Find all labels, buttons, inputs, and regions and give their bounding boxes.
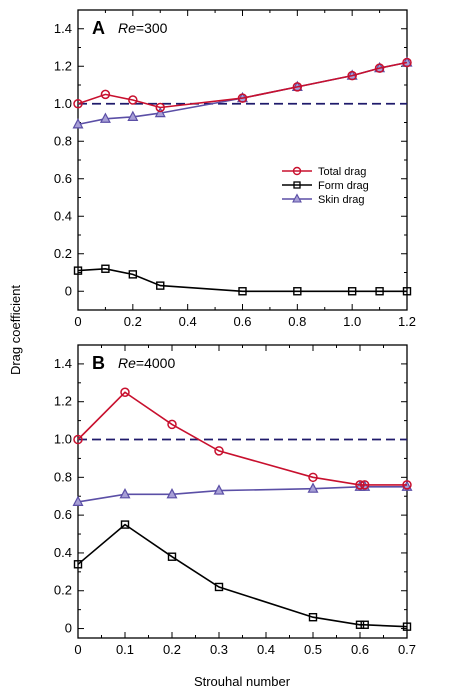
re-symbol: Re <box>118 20 136 36</box>
form-drag-point <box>128 270 138 279</box>
panel-a: 0 0.2 0.4 0.6 0.8 1.0 1.2 1.4 0 0.2 0.4 0.6 0.8 1.0 1.… <box>54 9 416 329</box>
form-drag-point <box>73 266 83 275</box>
y-tick-label: 1.4 <box>54 21 72 36</box>
skin-drag-point <box>154 106 166 118</box>
skin-drag-point <box>72 118 84 129</box>
panel-b: 0 0.2 0.4 0.6 0.8 1.0 1.2 1.4 0 0.1 0.2 0.3 0.4 0.5 0.… <box>54 344 416 657</box>
x-tick-label: 0.4 <box>257 642 275 657</box>
x-tick-label: 0.3 <box>210 642 228 657</box>
total-drag-point <box>128 95 138 105</box>
panel-letter: A <box>92 18 105 38</box>
y-tick-label: 0 <box>65 621 72 636</box>
x-axis-title: Strouhal number <box>194 674 291 689</box>
re-label: Re=300 <box>118 20 168 36</box>
y-tick-label: 0.8 <box>54 133 72 148</box>
series-line-form-drag <box>77 267 407 293</box>
re-symbol: Re <box>118 355 136 371</box>
x-tick-label: 0.2 <box>163 642 181 657</box>
skin-drag-point <box>119 488 131 499</box>
form-drag-point <box>214 582 224 592</box>
y-tick-label: 0.2 <box>54 583 72 598</box>
legend-label: Total drag <box>318 166 366 178</box>
x-tick-label: 0.8 <box>288 314 306 329</box>
skin-drag-point <box>99 112 111 123</box>
y-tick-label: 0 <box>65 283 72 298</box>
panel-letter: B <box>92 353 105 373</box>
x-tick-label: 0.5 <box>304 642 322 657</box>
plot-frame <box>77 9 408 311</box>
total-drag-point <box>308 472 318 483</box>
skin-drag-point <box>213 484 225 495</box>
x-tick-label: 1.0 <box>343 314 361 329</box>
series-line-total-drag <box>77 61 408 109</box>
form-drag-point <box>402 622 412 631</box>
form-drag-point <box>120 520 130 529</box>
skin-drag-point <box>72 495 84 506</box>
x-tick-label: 0.1 <box>116 642 134 657</box>
y-tick-label: 1.2 <box>54 58 72 73</box>
total-drag-point <box>292 82 303 92</box>
x-tick-label: 0.6 <box>351 642 369 657</box>
total-drag-point <box>100 89 111 100</box>
skin-drag-point <box>127 110 139 121</box>
x-tick-label: 0 <box>74 314 81 329</box>
total-drag-point <box>73 434 83 445</box>
total-drag-point <box>155 102 165 113</box>
form-drag-point <box>347 287 357 296</box>
form-drag-point <box>308 613 318 622</box>
form-drag-point <box>167 552 177 561</box>
y-tick-label: 0.8 <box>54 469 72 484</box>
form-drag-point <box>355 620 365 629</box>
form-drag-point <box>402 287 412 296</box>
y-axis-title: Drag coefficient <box>8 285 23 375</box>
y-tick-label: 1.2 <box>54 394 72 409</box>
re-value: =4000 <box>136 355 176 371</box>
legend-label: Skin drag <box>318 194 364 206</box>
x-tick-label: 0.7 <box>398 642 416 657</box>
series-line-total-drag <box>77 391 407 486</box>
y-tick-label: 0.4 <box>54 208 72 223</box>
total-drag-point <box>167 419 177 430</box>
x-tick-label: 0.6 <box>233 314 251 329</box>
re-label: Re=4000 <box>118 355 175 371</box>
total-drag-point <box>402 57 412 68</box>
x-tick-label: 0 <box>74 642 81 657</box>
total-drag-point <box>214 446 224 456</box>
skin-drag-point <box>166 488 178 499</box>
y-tick-label: 1.4 <box>54 356 72 371</box>
legend-marker <box>292 193 302 203</box>
form-drag-point <box>73 560 83 569</box>
total-drag-point <box>355 480 365 490</box>
x-tick-label: 0.4 <box>179 314 197 329</box>
total-drag-point <box>359 480 370 490</box>
form-drag-point <box>375 287 384 296</box>
total-drag-point <box>347 70 357 81</box>
y-tick-label: 0.6 <box>54 507 72 522</box>
y-tick-label: 0.6 <box>54 171 72 186</box>
total-drag-point <box>120 387 130 398</box>
y-tick-label: 0.2 <box>54 246 72 261</box>
total-drag-point <box>237 93 248 103</box>
total-drag-point <box>73 99 83 109</box>
series-line-form-drag <box>77 523 408 628</box>
form-drag-point <box>156 281 165 290</box>
y-tick-label: 0.4 <box>54 545 72 560</box>
x-tick-label: 0.2 <box>124 314 142 329</box>
legend-marker <box>293 181 301 189</box>
total-drag-point <box>402 480 412 490</box>
x-tick-label: 1.2 <box>398 314 416 329</box>
re-value: =300 <box>136 20 168 36</box>
total-drag-point <box>374 63 385 73</box>
legend-marker <box>292 166 302 176</box>
form-drag-point <box>360 620 369 629</box>
form-drag-point <box>101 264 110 273</box>
form-drag-point <box>293 287 302 296</box>
y-tick-label: 1.0 <box>54 96 72 111</box>
y-tick-label: 1.0 <box>54 432 72 447</box>
skin-drag-point <box>307 482 319 493</box>
legend-label: Form drag <box>318 180 369 192</box>
form-drag-point <box>238 287 247 296</box>
